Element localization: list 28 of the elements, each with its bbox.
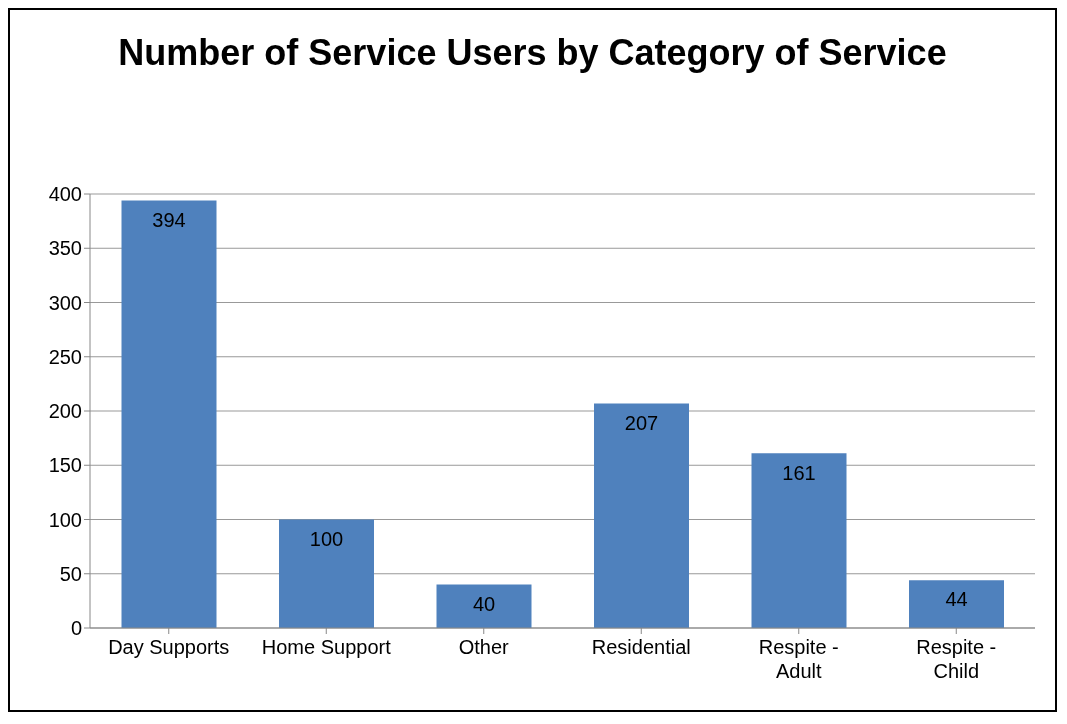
data-label: 100 — [309, 527, 344, 550]
x-tick-label: Day Supports — [108, 636, 230, 658]
y-tick-label: 0 — [70, 617, 82, 640]
bar — [436, 584, 532, 628]
x-tick-label: Other — [458, 636, 510, 658]
x-tick-label: Residential — [591, 636, 691, 658]
y-tick-label: 300 — [48, 291, 82, 314]
bar — [121, 200, 217, 628]
y-tick-label: 100 — [48, 508, 82, 531]
y-tick-label: 150 — [48, 454, 82, 477]
chart-title: Number of Service Users by Category of Service — [117, 31, 948, 75]
y-tick-label: 400 — [48, 183, 82, 206]
data-label: 44 — [945, 588, 968, 611]
data-label: 161 — [782, 461, 816, 484]
y-tick-label: 50 — [59, 562, 82, 585]
bar — [751, 453, 847, 628]
y-tick-label: 350 — [48, 237, 82, 260]
x-tick-label: Home Support — [261, 636, 392, 658]
x-tick-label: Respite - Adult — [758, 636, 839, 682]
bar — [279, 519, 374, 628]
y-tick-label: 250 — [48, 345, 82, 368]
bar — [594, 403, 689, 628]
bar — [909, 580, 1004, 628]
data-label: 394 — [152, 208, 186, 231]
x-tick-label: Respite - Child — [916, 636, 997, 682]
data-label: 40 — [472, 592, 496, 615]
y-tick-label: 200 — [48, 400, 82, 423]
data-label: 207 — [624, 411, 659, 434]
